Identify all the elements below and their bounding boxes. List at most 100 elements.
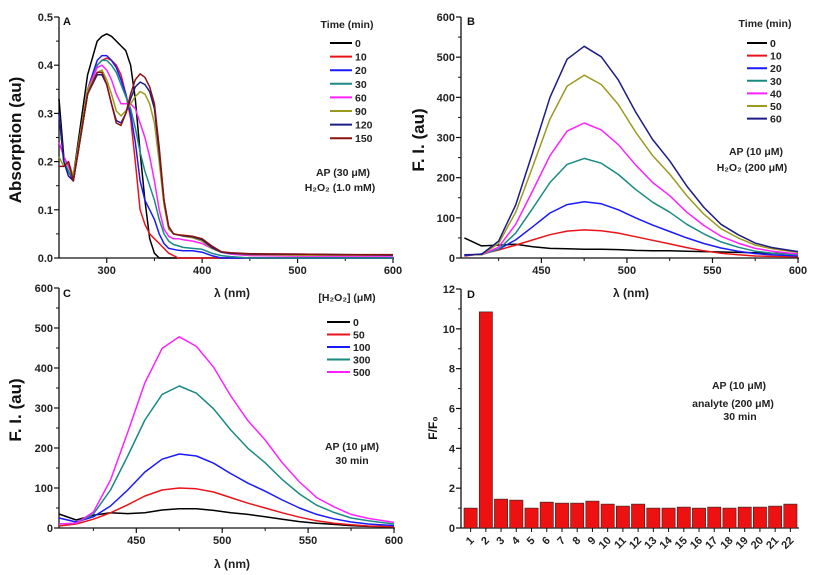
x-tick-label: 300 bbox=[98, 265, 116, 277]
legend-label: 40 bbox=[770, 88, 782, 100]
legend-label: 500 bbox=[353, 367, 371, 379]
x-axis-label: λ (nm) bbox=[214, 557, 250, 571]
series-line-40 bbox=[464, 122, 799, 256]
y-tick-label: 0.3 bbox=[38, 108, 53, 120]
x-tick-label: 400 bbox=[193, 265, 211, 277]
y-tick-label: 300 bbox=[35, 403, 53, 415]
y-tick-label: 600 bbox=[437, 12, 455, 24]
bar-18 bbox=[722, 507, 737, 529]
y-tick-label: 300 bbox=[437, 133, 455, 145]
x-axis-label: λ (nm) bbox=[214, 286, 250, 300]
legend-label: 50 bbox=[353, 330, 365, 342]
y-tick-label: 6 bbox=[449, 404, 455, 416]
x-tick-label: 450 bbox=[127, 535, 145, 547]
legend-label: 120 bbox=[355, 120, 373, 132]
x-tick-label: 600 bbox=[385, 535, 403, 547]
bar-21 bbox=[768, 505, 783, 529]
bar-2 bbox=[478, 311, 493, 529]
annotation: H₂O₂ (1.0 mM) bbox=[305, 182, 376, 194]
y-tick-label: 12 bbox=[443, 284, 455, 296]
x-tick-label: 9 bbox=[586, 535, 599, 548]
series-line-0 bbox=[58, 508, 395, 528]
x-tick-label: 550 bbox=[703, 265, 721, 277]
bar-8 bbox=[570, 502, 585, 529]
y-tick-label: 10 bbox=[443, 324, 455, 336]
y-tick-label: 500 bbox=[437, 52, 455, 64]
x-tick-label: 500 bbox=[288, 265, 306, 277]
series-line-30 bbox=[464, 157, 799, 256]
bar-4 bbox=[509, 499, 524, 529]
x-tick-label: 3 bbox=[494, 535, 507, 548]
annotation: AP (10 μM) bbox=[325, 441, 379, 453]
y-axis-label: F/F₀ bbox=[426, 416, 440, 439]
legend-label: 150 bbox=[355, 133, 373, 145]
y-tick-label: 200 bbox=[437, 173, 455, 185]
series-line-10 bbox=[464, 229, 799, 258]
series-line-300 bbox=[58, 385, 395, 525]
y-tick-label: 0.4 bbox=[38, 60, 54, 72]
x-tick-label: 500 bbox=[618, 265, 636, 277]
series-line-50 bbox=[464, 74, 799, 256]
legend-title: [H₂O₂] (μM) bbox=[318, 292, 375, 304]
bar-6 bbox=[539, 501, 554, 529]
x-tick-label: 5 bbox=[525, 535, 538, 548]
bar-9 bbox=[585, 500, 600, 529]
bar-3 bbox=[494, 498, 508, 529]
y-tick-label: 0 bbox=[449, 523, 455, 535]
y-tick-label: 0.0 bbox=[38, 253, 53, 265]
bar-5 bbox=[524, 507, 539, 529]
y-tick-label: 0 bbox=[47, 523, 53, 535]
bar-19 bbox=[737, 506, 752, 529]
x-tick-label: 450 bbox=[532, 265, 550, 277]
y-tick-label: 0 bbox=[449, 253, 455, 265]
x-tick-label: 1 bbox=[464, 535, 477, 548]
series-line-50 bbox=[58, 487, 395, 528]
annotation: H₂O₂ (200 μM) bbox=[717, 162, 788, 174]
y-tick-label: 500 bbox=[35, 323, 53, 335]
y-tick-label: 100 bbox=[437, 213, 455, 225]
bar-10 bbox=[600, 503, 615, 529]
annotation: 30 min bbox=[723, 411, 756, 423]
legend-label: 90 bbox=[355, 106, 367, 118]
legend-label: 100 bbox=[353, 342, 371, 354]
legend-label: 10 bbox=[770, 51, 782, 63]
series-line-500 bbox=[58, 336, 395, 525]
x-axis-label: λ (nm) bbox=[613, 286, 649, 300]
y-axis-label: Absorption (au) bbox=[6, 77, 25, 204]
annotation: AP (30 μM) bbox=[316, 167, 370, 179]
y-tick-label: 0.2 bbox=[38, 157, 53, 169]
legend-label: 30 bbox=[770, 76, 782, 88]
y-tick-label: 400 bbox=[437, 92, 455, 104]
y-tick-label: 200 bbox=[35, 443, 53, 455]
legend-label: 10 bbox=[355, 52, 367, 64]
annotation: AP (10 μM) bbox=[712, 380, 766, 392]
legend-label: 20 bbox=[770, 63, 782, 75]
annotation: analyte (200 μM) bbox=[692, 398, 774, 410]
legend-label: 0 bbox=[770, 38, 776, 50]
legend-title: Time (min) bbox=[739, 18, 792, 30]
x-tick-label: 550 bbox=[299, 535, 317, 547]
bar-17 bbox=[707, 506, 722, 529]
series-line-20 bbox=[464, 201, 799, 257]
y-tick-label: 0.1 bbox=[38, 205, 53, 217]
legend-label: 0 bbox=[355, 38, 361, 50]
x-tick-label: 22 bbox=[779, 535, 796, 552]
bar-16 bbox=[692, 507, 706, 529]
bar-7 bbox=[555, 502, 569, 529]
bar-22 bbox=[783, 503, 798, 529]
x-tick-label: 7 bbox=[555, 535, 568, 548]
panel-letter: B bbox=[467, 16, 475, 28]
x-tick-label: 8 bbox=[571, 535, 584, 548]
legend-label: 300 bbox=[353, 355, 371, 367]
y-tick-label: 2 bbox=[449, 483, 455, 495]
series-line-20 bbox=[58, 54, 393, 259]
annotation: 30 min bbox=[335, 455, 368, 467]
x-tick-label: 6 bbox=[540, 535, 553, 548]
x-tick-label: 4 bbox=[510, 534, 523, 547]
y-axis-label: F. I. (au) bbox=[409, 108, 428, 171]
